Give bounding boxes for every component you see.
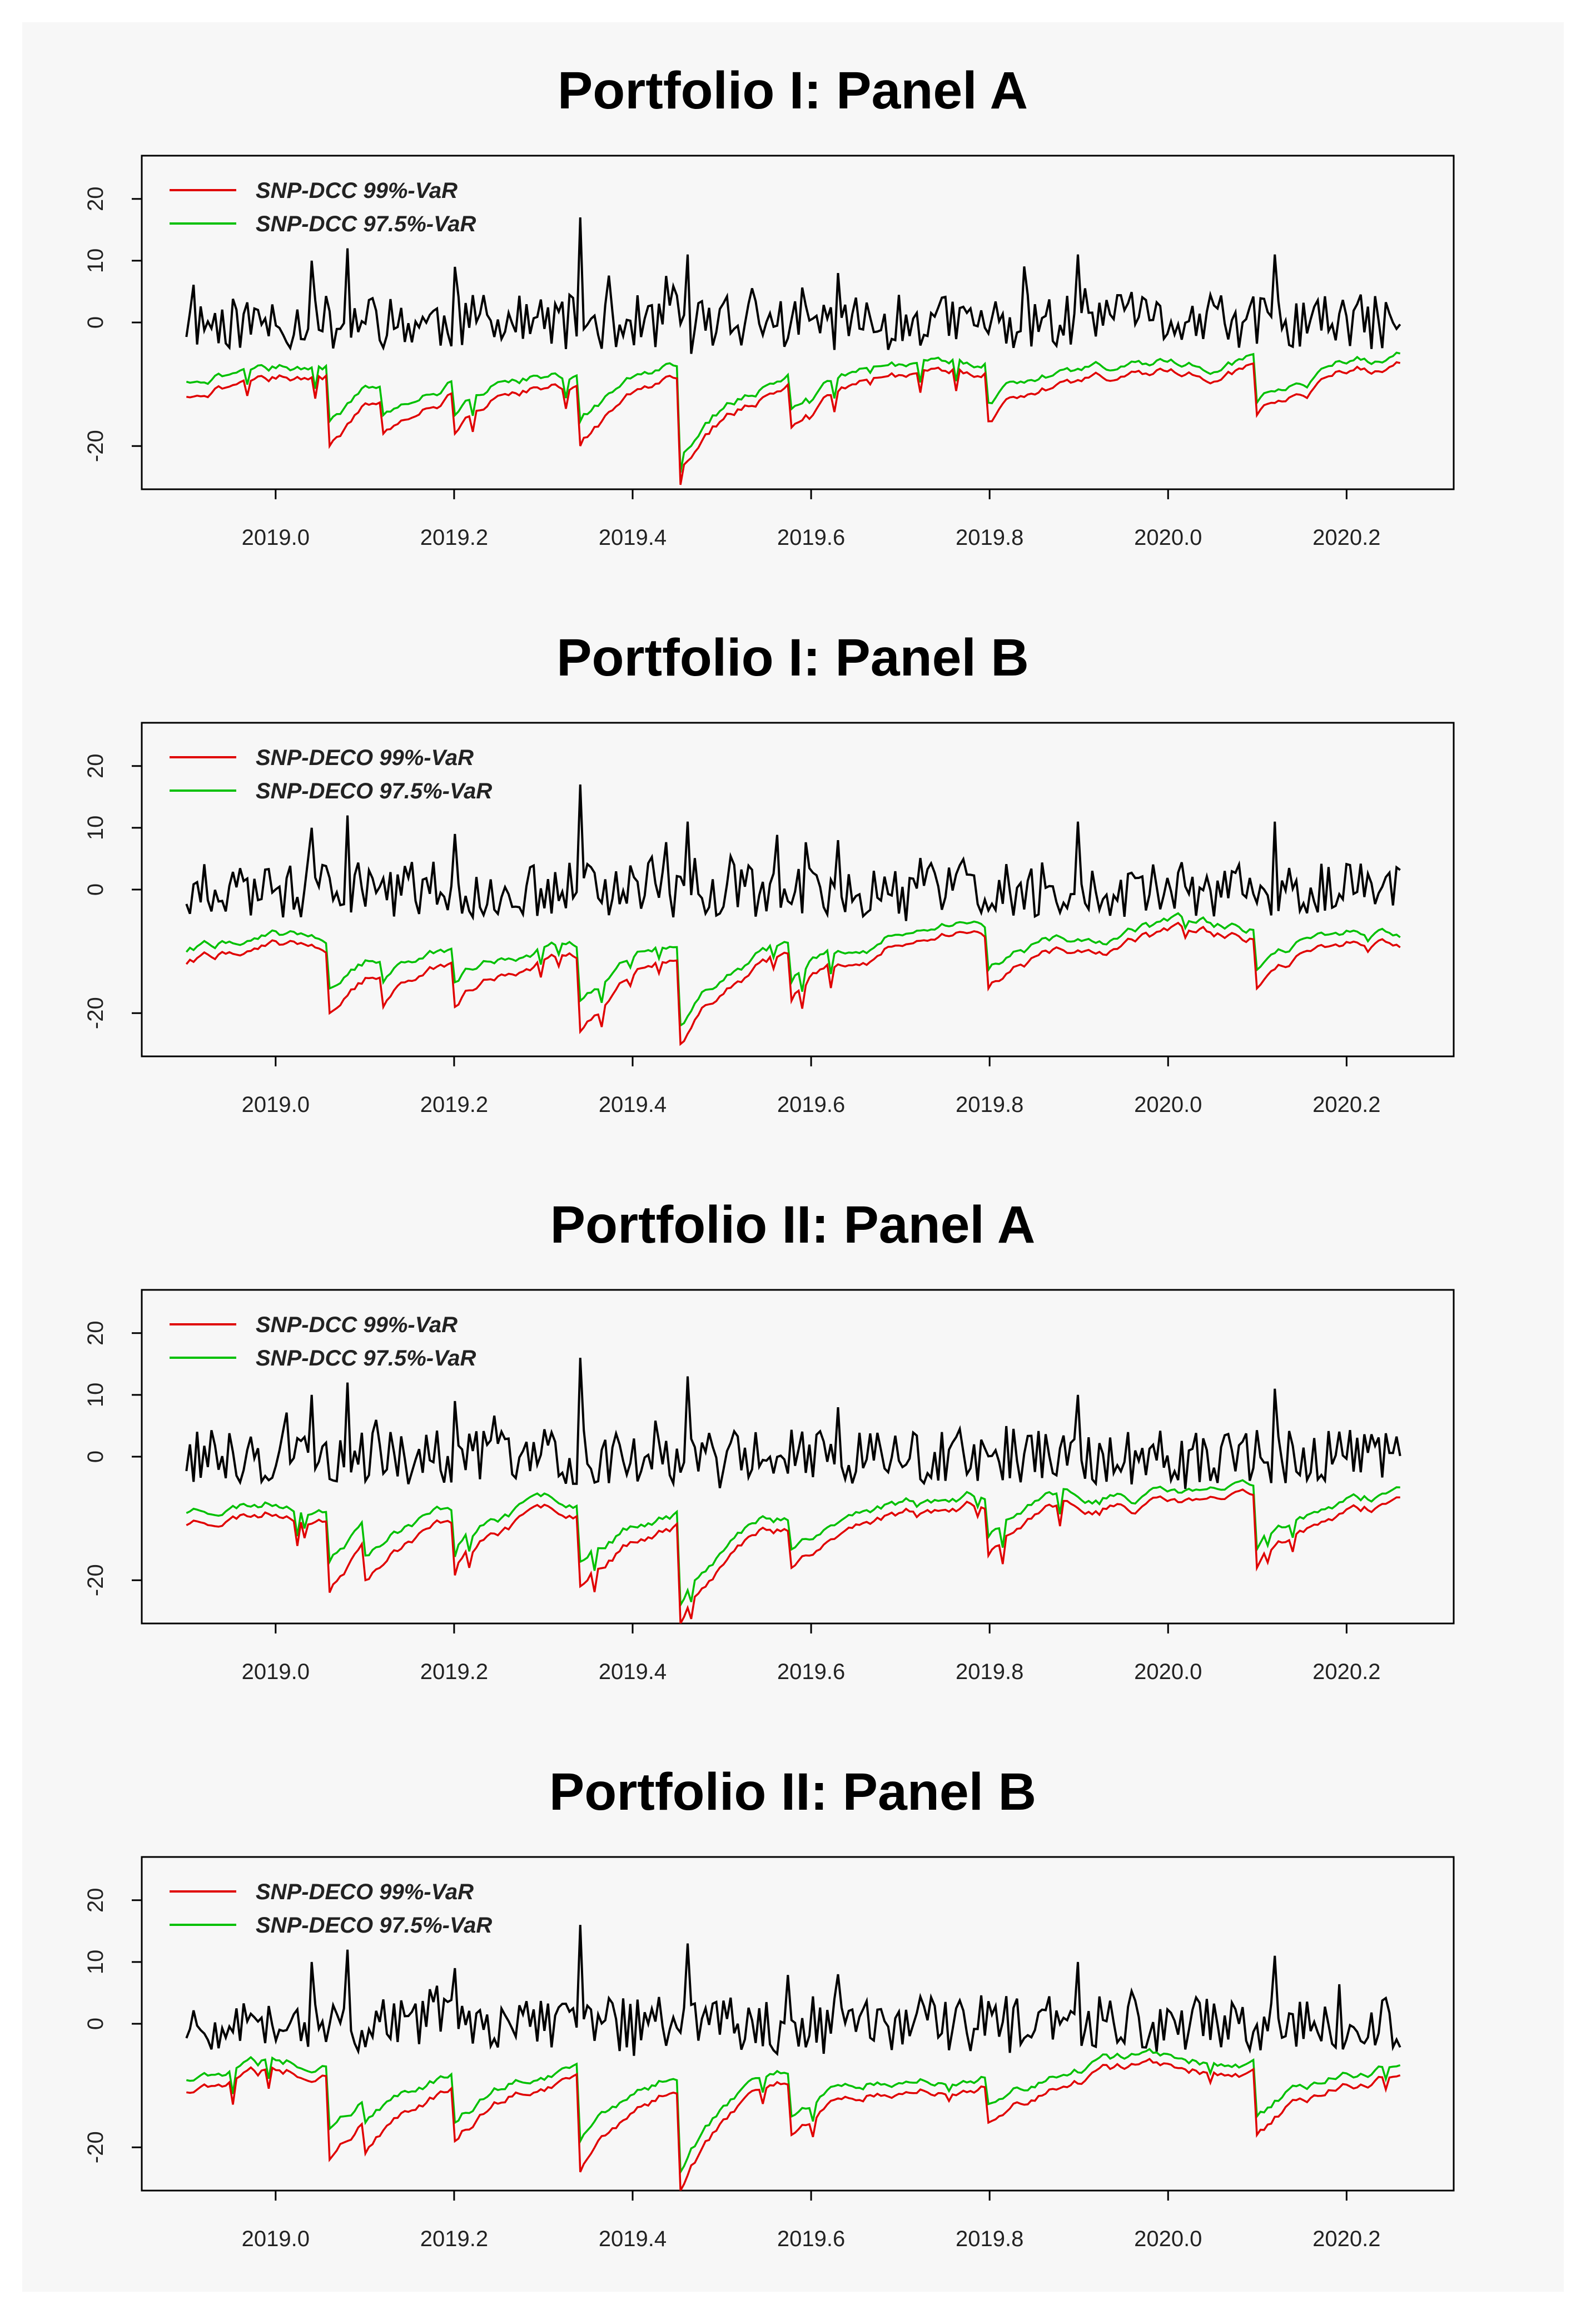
y-tick-label: 20: [83, 1888, 108, 1913]
x-tick-label: 2019.2: [420, 1093, 488, 1117]
chart-portfolio-2-a: Portfolio II: Panel A 2019.0 2019.2 2019.4 2…: [83, 1195, 1455, 1684]
series-line-var99: [185, 921, 1401, 1046]
chart-title: Portfolio II: Panel B: [549, 1762, 1036, 1821]
legend-label: SNP-DCC 97.5%-VaR: [256, 212, 476, 236]
x-tick-label: 2019.6: [777, 525, 845, 550]
x-tick-label: 2020.0: [1134, 1093, 1202, 1117]
x-tick-label: 2019.8: [956, 1660, 1023, 1684]
series-line-var99: [186, 2058, 1401, 2191]
chart-portfolio-1-a: Portfolio I: Panel A 2019.0 2019.2 2019.4 20…: [83, 61, 1455, 550]
legend-label: SNP-DECO 99%-VaR: [256, 746, 474, 770]
x-tick-label: 2019.0: [242, 1660, 310, 1684]
x-tick-label: 2019.0: [242, 1093, 310, 1117]
series-line-var975: [185, 912, 1401, 1027]
chart-title: Portfolio I: Panel B: [556, 628, 1029, 687]
y-tick-label: -20: [83, 2131, 108, 2163]
x-tick-label: 2020.2: [1312, 1093, 1380, 1117]
x-tick-label: 2019.6: [777, 1660, 845, 1684]
x-tick-label: 2020.0: [1134, 2227, 1202, 2251]
x-tick-label: 2020.2: [1312, 1660, 1380, 1684]
figure-frame: Portfolio I: Panel A 2019.0 2019.2 2019.4 20…: [22, 22, 1564, 2292]
x-tick-label: 2020.0: [1134, 525, 1202, 550]
x-tick-label: 2019.0: [242, 525, 310, 550]
x-tick-label: 2019.4: [599, 525, 667, 550]
plot-area: [141, 722, 1455, 1057]
x-tick-label: 2019.4: [599, 1660, 667, 1684]
chart-title: Portfolio I: Panel A: [558, 61, 1028, 120]
series-line-var975: [186, 351, 1401, 473]
x-tick-label: 2020.2: [1312, 525, 1380, 550]
panel-portfolio-2-b: Portfolio II: Panel B 2019.0 2019.2 2019.4 2…: [22, 1757, 1564, 2324]
series-line-var975: [186, 1479, 1400, 1608]
y-tick-label: 0: [83, 1451, 108, 1463]
panel-portfolio-1-a: Portfolio I: Panel A 2019.0 2019.2 2019.4 20…: [22, 56, 1564, 623]
series-line-returns: [185, 784, 1401, 921]
x-tick-label: 2019.2: [420, 1660, 488, 1684]
x-tick-label: 2019.8: [956, 1093, 1023, 1117]
x-tick-label: 2019.8: [956, 2227, 1023, 2251]
y-tick-label: 10: [83, 1950, 108, 1975]
y-tick-label: -20: [83, 1564, 108, 1596]
y-tick-label: 0: [83, 883, 108, 896]
x-tick-label: 2019.2: [420, 2227, 488, 2251]
y-tick-label: 10: [83, 1383, 108, 1408]
chart-title: Portfolio II: Panel A: [550, 1195, 1036, 1254]
x-tick-label: 2019.6: [777, 1093, 845, 1117]
x-tick-label: 2020.0: [1134, 1660, 1202, 1684]
chart-portfolio-1-b: Portfolio I: Panel B 2019.0 2019.2 2019.4 20…: [83, 628, 1455, 1117]
legend-label: SNP-DCC 99%-VaR: [256, 178, 458, 203]
panel-portfolio-1-b: Portfolio I: Panel B 2019.0 2019.2 2019.4 20…: [22, 623, 1564, 1190]
x-tick-label: 2019.4: [599, 2227, 667, 2251]
series-line-var99: [186, 1488, 1400, 1623]
x-tick-label: 2019.6: [777, 2227, 845, 2251]
series-line-returns: [185, 1925, 1401, 2057]
series-line-returns: [185, 217, 1401, 354]
x-tick-label: 2019.0: [242, 2227, 310, 2251]
y-tick-label: 20: [83, 1321, 108, 1346]
y-tick-label: 0: [83, 316, 108, 329]
x-tick-label: 2019.2: [420, 525, 488, 550]
y-tick-label: -20: [83, 997, 108, 1029]
x-tick-label: 2019.8: [956, 525, 1023, 550]
y-tick-label: 20: [83, 754, 108, 779]
series-line-var975: [186, 2048, 1401, 2176]
chart-portfolio-2-b: Portfolio II: Panel B 2019.0 2019.2 2019.4 2…: [83, 1762, 1455, 2251]
plot-area: [141, 1856, 1455, 2192]
legend-label: SNP-DECO 99%-VaR: [256, 1880, 474, 1904]
legend-label: SNP-DCC 97.5%-VaR: [256, 1346, 476, 1370]
legend-label: SNP-DECO 97.5%-VaR: [256, 779, 492, 803]
legend-label: SNP-DCC 99%-VaR: [256, 1313, 458, 1337]
series-line-var99: [186, 361, 1401, 485]
series-line-returns: [185, 1358, 1401, 1489]
x-tick-label: 2020.2: [1312, 2227, 1380, 2251]
y-tick-label: 10: [83, 816, 108, 841]
y-tick-label: -20: [83, 430, 108, 462]
y-tick-label: 10: [83, 249, 108, 274]
legend-label: SNP-DECO 97.5%-VaR: [256, 1913, 492, 1938]
x-tick-label: 2019.4: [599, 1093, 667, 1117]
y-tick-label: 0: [83, 2018, 108, 2030]
y-tick-label: 20: [83, 187, 108, 212]
panel-portfolio-2-a: Portfolio II: Panel A 2019.0 2019.2 2019.4 2…: [22, 1190, 1564, 1757]
